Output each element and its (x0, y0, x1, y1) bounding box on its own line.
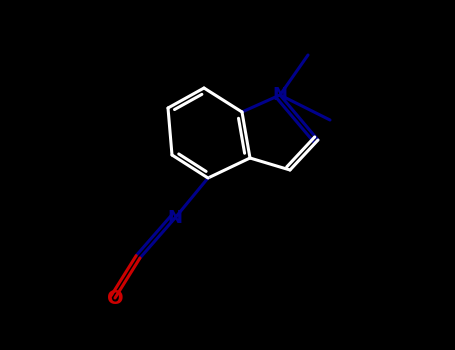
Text: O: O (106, 288, 123, 308)
Text: N: N (273, 86, 288, 104)
Text: N: N (167, 209, 182, 227)
